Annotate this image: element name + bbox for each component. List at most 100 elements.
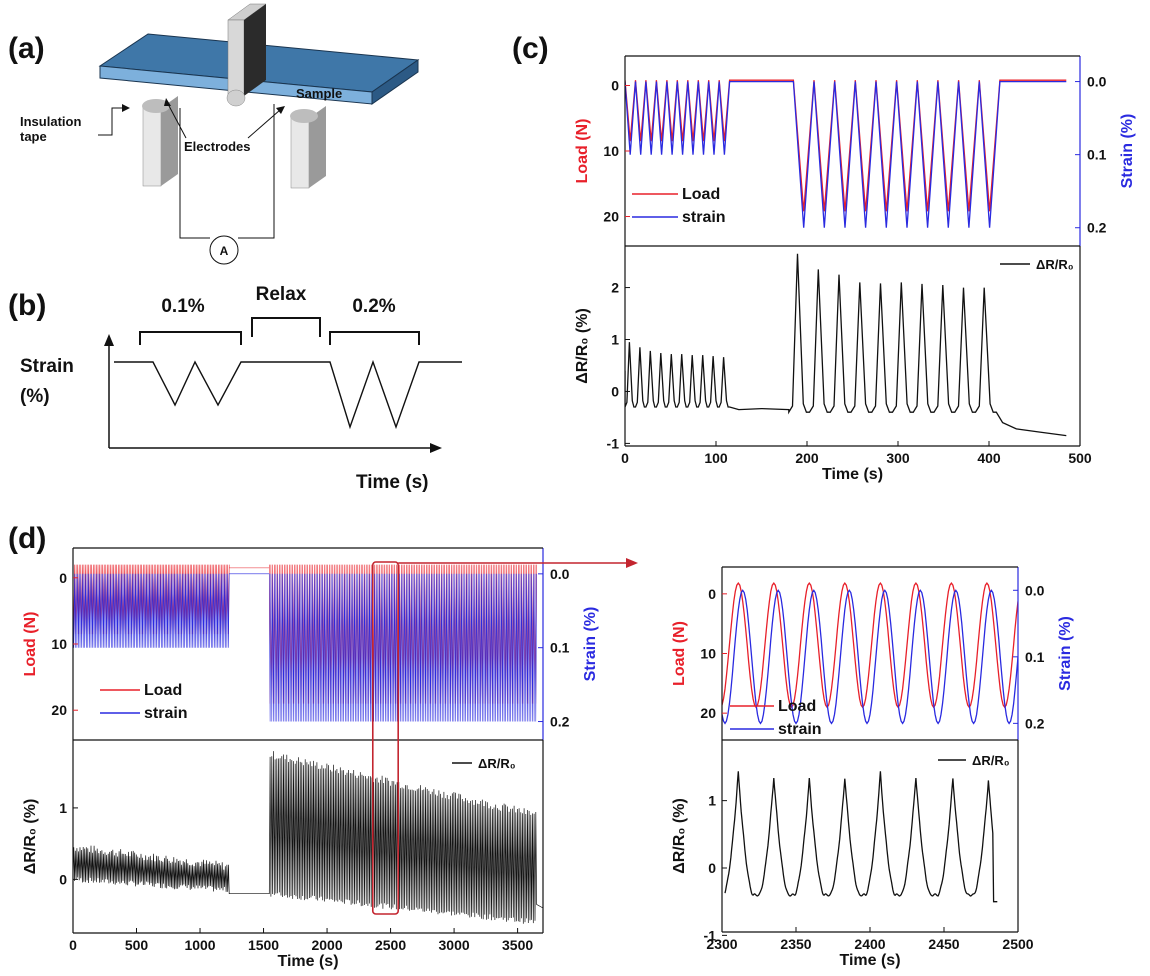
panel-label-b: (b) [8, 289, 46, 322]
support-icon [142, 96, 326, 189]
x-tick-label: 2500 [375, 937, 406, 953]
x-tick-label: 2450 [928, 936, 959, 952]
y-tick-label: 1 [59, 800, 67, 816]
plot-area [724, 771, 998, 903]
plot-area [73, 751, 543, 924]
x-tick-label: 2000 [311, 937, 342, 953]
x-tick-label: 500 [125, 937, 149, 953]
plot-area [625, 79, 1067, 228]
x-tick-label: 500 [1068, 450, 1092, 466]
y-tick-label: -1 [607, 435, 620, 451]
y-tick-label: 0.2 [550, 714, 570, 730]
stage-label-0.1: 0.1% [161, 296, 204, 317]
x-tick-label: 3000 [439, 937, 470, 953]
dr-axis-label: ΔR/R₀ (%) [22, 799, 39, 875]
zoom-selection-box [371, 561, 399, 915]
insulation-tape-label: Insulation tape [20, 114, 81, 144]
legend-strain-label: strain [682, 209, 726, 226]
load-series-line [625, 79, 1067, 212]
d-bottom-chart: 0 1 0 500 1000 1500 2000 2500 3000 3500 ΔR/R₀ (%) T… [22, 740, 544, 970]
x-tick-label: 2300 [706, 936, 737, 952]
y-tick-label: 2 [611, 280, 619, 296]
y-tick-label: 0.0 [550, 566, 570, 582]
stage-label-0.2: 0.2% [352, 296, 395, 317]
y-tick-label: 0.0 [1087, 74, 1107, 90]
strain-series-line [722, 589, 1018, 725]
x-tick-label: 1000 [184, 937, 215, 953]
dr-axis-label: ΔR/R₀ (%) [671, 798, 688, 874]
y-tick-label: 0 [59, 871, 67, 887]
y-tick-label: 10 [603, 143, 619, 159]
label-line: tape [20, 129, 47, 144]
y-tick-label: -1 [704, 927, 717, 943]
y-tick-label: 0 [611, 77, 619, 93]
plot-area [722, 581, 1018, 725]
y-tick-label: 0 [708, 586, 716, 602]
load-axis-label: Load (N) [574, 119, 591, 184]
x-tick-label: 2500 [1002, 936, 1033, 952]
y-tick-label: 0.1 [1087, 147, 1107, 163]
legend-load-label: Load [778, 698, 816, 715]
x-tick-label: 3500 [502, 937, 533, 953]
y-tick-label: 0 [611, 383, 619, 399]
legend-strain-label: strain [144, 705, 188, 722]
y-tick-label: 20 [51, 702, 67, 718]
ammeter-label: A [220, 244, 229, 258]
x-tick-label: 0 [621, 450, 629, 466]
label-line: (%) [20, 386, 50, 407]
legend-load-label: Load [144, 682, 182, 699]
sample-label: Sample [296, 86, 342, 101]
strain-series-line [73, 573, 537, 722]
plot-area [625, 253, 1067, 437]
dr-series-line [625, 253, 1067, 437]
protocol-x-label: Time (s) [356, 472, 429, 493]
time-axis-label: Time (s) [822, 466, 883, 483]
y-tick-label: 0.2 [1025, 715, 1045, 731]
stage-label-relax: Relax [256, 284, 307, 305]
plot-area [73, 564, 537, 722]
legend-dr-label: ΔR/R₀ [1036, 257, 1074, 272]
y-tick-label: 0.2 [1087, 220, 1107, 236]
x-tick-label: 100 [704, 450, 728, 466]
strain-protocol-diagram: 0.1% Relax 0.2% Strain (%) Time (s) [20, 284, 462, 493]
strain-waveform [114, 359, 462, 430]
x-tick-label: 400 [977, 450, 1001, 466]
y-tick-label: 0 [708, 860, 716, 876]
label-line: Insulation [20, 114, 81, 129]
strain-axis-label: Strain (%) [1119, 114, 1136, 189]
time-axis-label: Time (s) [277, 953, 338, 970]
dr-axis-label: ΔR/R₀ (%) [574, 308, 591, 384]
bending-schematic: Sample Insulation tape Electrodes A [20, 3, 420, 265]
c-top-chart: 0 10 20 0.0 0.1 0.2 Load (N) Strain (%) Load stra… [574, 55, 1136, 247]
load-axis-label: Load (N) [22, 612, 39, 677]
legend-dr-label: ΔR/R₀ [478, 756, 516, 771]
d-zoom-top-chart: 0 10 20 0.0 0.1 0.2 Load (N) Strain (%) Load stra… [671, 566, 1074, 741]
zoom-arrow-head [626, 558, 638, 568]
panel-label-c: (c) [512, 32, 549, 65]
x-tick-label: 0 [69, 937, 77, 953]
loading-nose-icon [226, 3, 267, 107]
protocol-y-label: Strain (%) [20, 356, 74, 407]
x-tick-label: 1500 [248, 937, 279, 953]
y-tick-label: 0.1 [1025, 649, 1045, 665]
y-tick-label: 10 [51, 636, 67, 652]
strain-axis-label: Strain (%) [582, 607, 599, 682]
y-tick-label: 20 [603, 209, 619, 225]
y-tick-label: 0.0 [1025, 582, 1045, 598]
label-line: Strain [20, 356, 74, 377]
ammeter-icon: A [209, 235, 239, 265]
electrodes-label: Electrodes [184, 139, 250, 154]
strain-axis-label: Strain (%) [1057, 616, 1074, 691]
x-tick-label: 2400 [854, 936, 885, 952]
legend-strain-label: strain [778, 721, 822, 738]
y-tick-label: 0.1 [550, 640, 570, 656]
x-tick-label: 2350 [780, 936, 811, 952]
legend-load-label: Load [682, 186, 720, 203]
y-tick-label: 20 [700, 705, 716, 721]
d-zoom-bottom-chart: -1 0 1 2300 2350 2400 2450 2500 ΔR/R₀ (%) Time (s… [671, 740, 1034, 969]
dr-series-line [724, 771, 998, 903]
x-tick-label: 200 [795, 450, 819, 466]
